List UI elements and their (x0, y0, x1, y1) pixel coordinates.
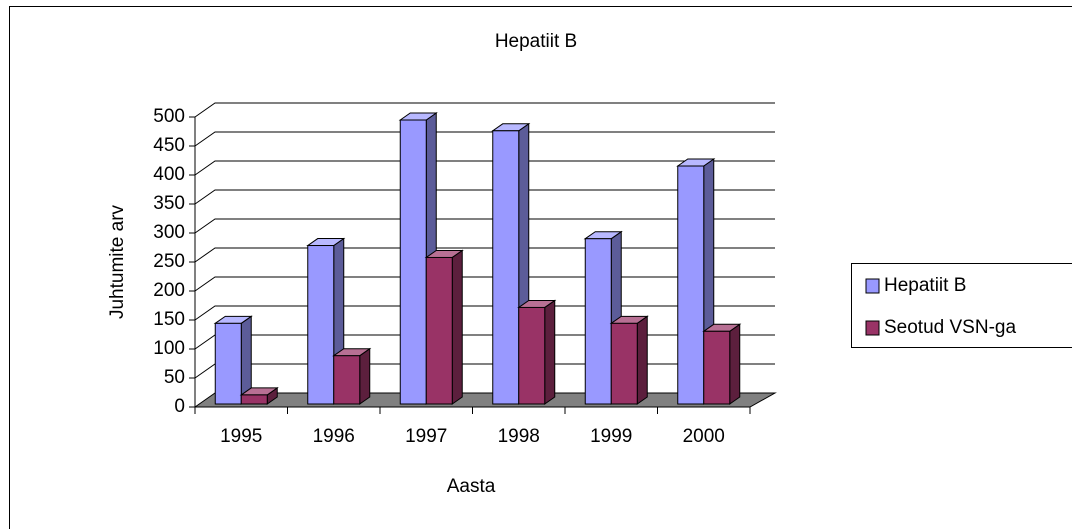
bar-front (518, 306, 546, 405)
y-tick-label: 150 (153, 309, 185, 330)
y-tick-label: 300 (153, 222, 185, 243)
grid-line (194, 189, 775, 205)
y-tick-label: 100 (153, 338, 185, 359)
x-tick-label: 1997 (405, 426, 447, 447)
bar (702, 323, 742, 405)
bar (609, 315, 649, 405)
legend-swatch (865, 320, 880, 336)
grid-line (194, 102, 775, 118)
y-tick-label: 500 (153, 106, 185, 127)
bar-side (729, 323, 741, 405)
bar-front (333, 355, 361, 405)
bar-side (451, 249, 463, 405)
y-tick-label: 400 (153, 164, 185, 185)
y-tick-label: 350 (153, 193, 185, 214)
bar (239, 386, 279, 405)
y-axis-label: Juhtumite arv (107, 204, 128, 319)
bar-front (307, 245, 335, 405)
grid-line (194, 218, 775, 234)
chart-title: Hepatiit B (495, 31, 577, 52)
x-tick-label: 2000 (683, 426, 725, 447)
bar (424, 249, 464, 405)
bar-front (677, 165, 705, 405)
bar-side (359, 347, 371, 405)
plot: 0 50 100 150 200 250 300 350 400 450 500 1995 1996 19… (153, 102, 777, 447)
bar-front (240, 394, 268, 405)
grid-line (194, 160, 775, 176)
bar-front (214, 322, 242, 405)
y-tick-label: 200 (153, 280, 185, 301)
legend-label: Hepatiit B (884, 275, 966, 296)
y-tick-label: 450 (153, 135, 185, 156)
bar-front (610, 322, 638, 405)
y-tick-label: 0 (174, 396, 185, 417)
bar-front (703, 330, 731, 405)
legend-swatch (865, 278, 880, 294)
bar-front (584, 238, 612, 405)
x-tick-label: 1998 (498, 426, 540, 447)
bar-side (544, 299, 556, 405)
x-axis-label: Aasta (447, 476, 496, 497)
x-tick-label: 1999 (590, 426, 632, 447)
bar-front (425, 256, 453, 405)
y-tick-label: 50 (164, 367, 185, 388)
legend-label: Seotud VSN-ga (884, 317, 1016, 338)
bar (213, 315, 253, 405)
bar-front (399, 119, 427, 405)
bar-front (492, 130, 520, 405)
y-tick-label: 250 (153, 251, 185, 272)
x-tick-label: 1995 (220, 426, 262, 447)
grid-line (194, 131, 775, 147)
bar (517, 299, 557, 405)
x-tick-label: 1996 (313, 426, 355, 447)
bar-side (636, 315, 648, 405)
legend-box (851, 263, 1072, 348)
bar (332, 347, 372, 405)
legend: Hepatiit B Seotud VSN-ga (851, 263, 1072, 348)
